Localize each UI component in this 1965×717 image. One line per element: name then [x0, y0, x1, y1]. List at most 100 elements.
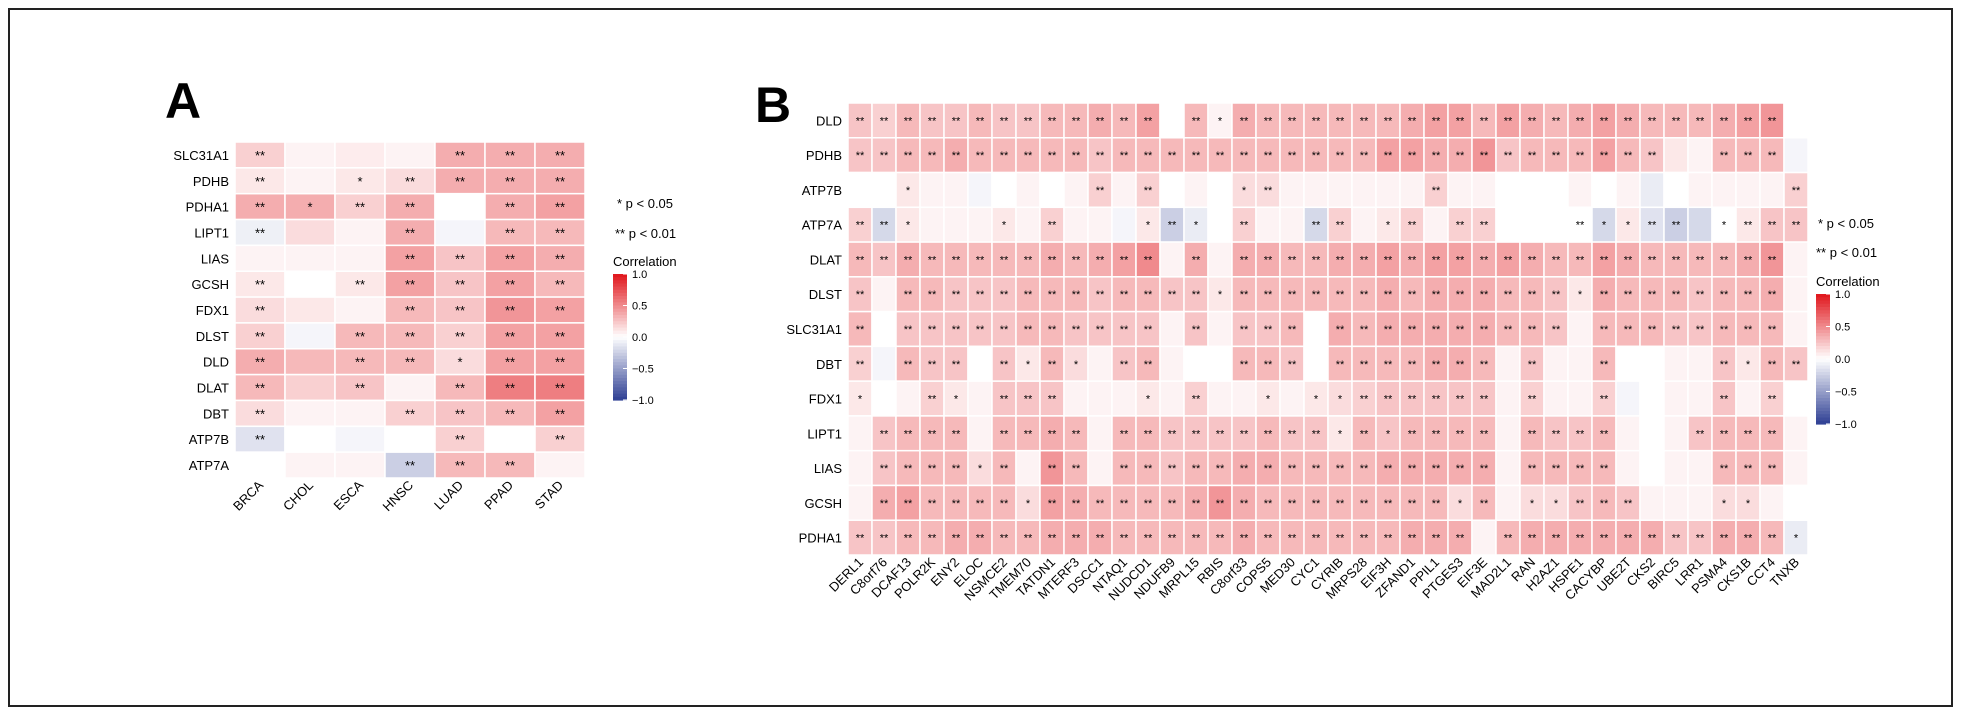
panel-b-cell-dlst-nsmce2 — [991, 276, 1017, 313]
panel-b-cell-gcsh-tnxb — [1783, 484, 1809, 521]
panel-b-star-atp7b-tnxb: ** — [1792, 185, 1801, 197]
panel-b-star-dlst-nsmce2: ** — [1000, 289, 1009, 301]
panel-b-cell-fdx1-cops5 — [1255, 380, 1281, 417]
panel-a-star-dlst-stad: ** — [555, 329, 565, 344]
panel-b-cell-pdhb-c8orf33 — [1231, 137, 1257, 174]
panel-b-cell-atp7a-mad2l1 — [1495, 206, 1521, 243]
panel-b-star-lias-mrpl15: ** — [1192, 463, 1201, 475]
panel-b-cell-lias-polr2k — [919, 449, 945, 487]
panel-b-star-atp7b-dscc1: ** — [1096, 185, 1105, 197]
panel-b-star-gcsh-eif3h: ** — [1384, 498, 1393, 510]
panel-b-star-pdhb-zfand1: ** — [1408, 150, 1417, 162]
panel-a-cell-dbt-esca — [334, 399, 386, 428]
panel-b-cell-dbt-cks2 — [1639, 345, 1665, 382]
panel-a-legend-swatch — [613, 321, 627, 325]
panel-b-star-pdha1-cks1b: ** — [1744, 533, 1753, 545]
panel-a-legend-swatch — [613, 396, 627, 401]
panel-b-cell-dlat-ube2t — [1615, 241, 1641, 278]
panel-b-star-atp7b-ppil1: ** — [1432, 185, 1441, 197]
panel-b-star-dld-derl1: ** — [856, 115, 865, 127]
panel-b-cell-lipt1-eif3e — [1471, 415, 1497, 452]
panel-b-star-dld-h2az1: ** — [1552, 115, 1561, 127]
panel-b-cell-lias-dscc1 — [1087, 449, 1113, 487]
panel-b-star-dbt-cyrib: ** — [1336, 359, 1345, 371]
panel-b-star-dld-cks1b: ** — [1744, 115, 1753, 127]
panel-b-star-pdha1-mterf3: ** — [1072, 533, 1081, 545]
panel-b-star-lipt1-ndufb9: ** — [1168, 428, 1177, 440]
panel-b-star-dld-eny2: ** — [952, 115, 961, 127]
panel-a-legend-swatch — [613, 277, 627, 281]
panel-a-star-slc31a1-ppad: ** — [505, 148, 515, 163]
panel-b-star-dlst-ran: ** — [1528, 289, 1537, 301]
panel-b-star-pdha1-tnxb: * — [1794, 533, 1799, 545]
panel-a-cell-pdhb-esca — [334, 167, 386, 195]
panel-b-cell-lipt1-h2az1 — [1543, 415, 1569, 452]
panel-b-star-dlst-cct4: ** — [1768, 289, 1777, 301]
panel-b-star-gcsh-cops5: ** — [1264, 498, 1273, 510]
panel-b-star-fdx1-cacybp: ** — [1600, 394, 1609, 406]
panel-b-cell-dbt-cyc1 — [1303, 345, 1329, 382]
panel-b-star-atp7b-dcaf13: * — [906, 185, 911, 197]
panel-b-cell-gcsh-cks2 — [1639, 484, 1665, 521]
panel-b-cell-atp7b-ube2t — [1615, 171, 1641, 209]
panel-b-cell-atp7b-tnxb — [1783, 171, 1809, 209]
panel-b-star-lipt1-eif3e: ** — [1480, 428, 1489, 440]
panel-a-cell-dlst-luad — [434, 322, 486, 350]
panel-b-star-lias-mrps28: ** — [1360, 463, 1369, 475]
panel-b-star-slc31a1-cct4: ** — [1768, 324, 1777, 336]
panel-b-cell-pdha1-rbis — [1207, 519, 1233, 556]
panel-a-star-fdx1-stad: ** — [555, 303, 565, 318]
panel-a-column-labels: BRCA CHOL ESCA HNSC LUAD PPAD STAD — [230, 477, 566, 514]
panel-a-cell-dld-hnsc — [384, 348, 436, 376]
panel-b-cell-pdhb-lrr1 — [1687, 137, 1713, 174]
panel-b-legend-swatch — [1816, 401, 1830, 406]
panel-a-legend-swatch — [613, 390, 627, 395]
panel-a-legend-swatch — [613, 286, 627, 291]
panel-b-star-pdhb-tmem70: ** — [1024, 150, 1033, 162]
panel-b-star-dld-c8orf76: ** — [880, 115, 889, 127]
panel-b-cell-dlst-birc5 — [1663, 276, 1689, 313]
panel-b-cell-pdhb-eif3h — [1375, 137, 1401, 174]
panel-b-star-dlst-hspe1: * — [1578, 289, 1583, 301]
panel-b-row-label-slc31a1: SLC31A1 — [786, 322, 842, 337]
panel-b-star-pdhb-ptges3: ** — [1456, 150, 1465, 162]
panel-b-cell-slc31a1-hspe1 — [1567, 310, 1593, 348]
panel-b-legend-swatch — [1816, 375, 1830, 380]
panel-a-legend-swatch — [613, 381, 627, 385]
panel-b-star-fdx1-psma4: ** — [1720, 394, 1729, 406]
panel-b-cell-dbt-c8orf76 — [871, 345, 897, 382]
panel-b-cell-slc31a1-cacybp — [1591, 310, 1617, 348]
panel-b-star-pdha1-nudcd1: ** — [1144, 533, 1153, 545]
panel-b-star-dlat-cyc1: ** — [1312, 254, 1321, 266]
panel-b-cell-pdha1-mrpl15 — [1183, 519, 1209, 556]
panel-b-star-slc31a1-c8orf33: ** — [1240, 324, 1249, 336]
panel-b-cell-pdha1-eloc — [967, 519, 993, 556]
panel-a-star-atp7a-ppad: ** — [505, 458, 515, 473]
panel-b-star-slc31a1-ube2t: ** — [1624, 324, 1633, 336]
panel-b-legend-tick-label: 0.0 — [1835, 354, 1850, 366]
panel-b-cell-pdha1-tnxb — [1783, 519, 1809, 556]
panel-b-cell-atp7a-cops5 — [1255, 206, 1281, 243]
panel-b-cell-dlat-tnxb — [1783, 241, 1809, 278]
panel-b-cell-dlat-dscc1 — [1087, 241, 1113, 278]
panel-b-cell-dbt-tnxb — [1783, 345, 1809, 382]
panel-b-star-lipt1-ran: ** — [1528, 428, 1537, 440]
panel-b-cell-gcsh-derl1 — [847, 484, 873, 521]
panel-b-cell-dlst-c8orf76 — [871, 276, 897, 313]
panel-a-row-label-atp7b: ATP7B — [189, 432, 229, 447]
panel-b-cell-dlst-eny2 — [943, 276, 969, 313]
panel-b-star-gcsh-rbis: ** — [1216, 498, 1225, 510]
panel-b-cell-dlat-hspe1 — [1567, 241, 1593, 278]
panel-b-star-pdha1-eloc: ** — [976, 533, 985, 545]
panel-a-star-gcsh-stad: ** — [555, 277, 565, 292]
panel-b-star-pdhb-nudcd1: ** — [1144, 150, 1153, 162]
panel-b-legend-swatch — [1816, 394, 1830, 399]
panel-b-star-dlat-nsmce2: ** — [1000, 254, 1009, 266]
panel-b-star-dlst-ptges3: ** — [1456, 289, 1465, 301]
panel-a-cell-pdhb-chol — [284, 167, 336, 195]
panel-b-cell-lipt1-mad2l1 — [1495, 415, 1521, 452]
panel-b-star-slc31a1-h2az1: ** — [1552, 324, 1561, 336]
panel-b-star-atp7b-nudcd1: ** — [1144, 185, 1153, 197]
panel-a-column-label-brca: BRCA — [230, 477, 266, 513]
panel-a-cell-lias-luad — [434, 244, 486, 272]
